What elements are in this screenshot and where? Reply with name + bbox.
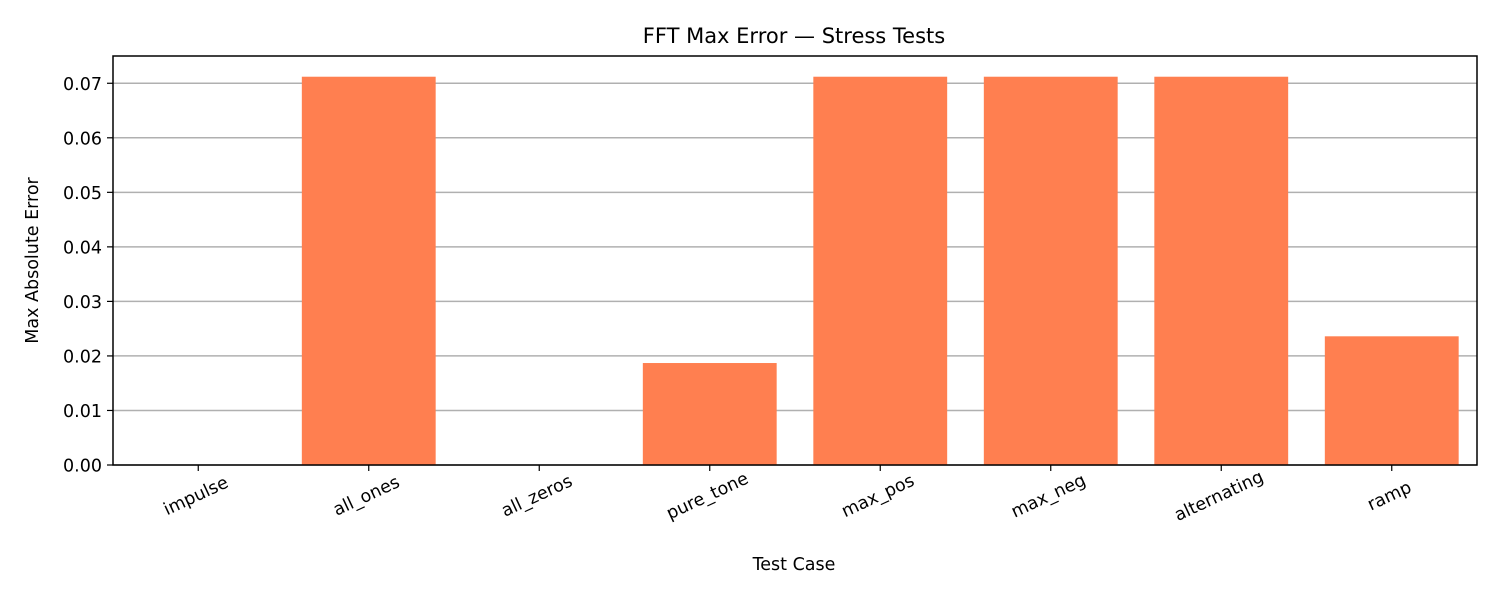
y-tick-label: 0.03 <box>63 293 102 313</box>
axes-spines <box>112 55 1478 466</box>
y-tick-label: 0.05 <box>63 184 102 204</box>
chart-title: FFT Max Error — Stress Tests <box>643 24 945 48</box>
y-tick-label: 0.01 <box>63 402 102 422</box>
y-tick-label: 0.00 <box>63 457 102 477</box>
bar-pure-tone <box>642 363 777 465</box>
y-axis-ticks: 0.00 0.01 0.02 0.03 0.04 0.05 0.06 0.07 <box>63 75 113 477</box>
y-tick-label: 0.07 <box>63 75 102 95</box>
bar-max-pos <box>813 76 948 466</box>
y-tick-label: 0.06 <box>63 129 102 149</box>
bars <box>301 76 1459 466</box>
bar-max-neg <box>983 76 1118 466</box>
bar-alternating <box>1154 76 1289 466</box>
y-tick-label: 0.04 <box>63 238 102 258</box>
axes-frame <box>112 55 1478 466</box>
bar-ramp <box>1324 336 1459 465</box>
x-axis-title: Test Case <box>752 555 836 575</box>
y-tick-label: 0.02 <box>63 347 102 367</box>
bar-all-ones <box>301 76 436 466</box>
y-axis-title: Max Absolute Error <box>23 176 43 343</box>
